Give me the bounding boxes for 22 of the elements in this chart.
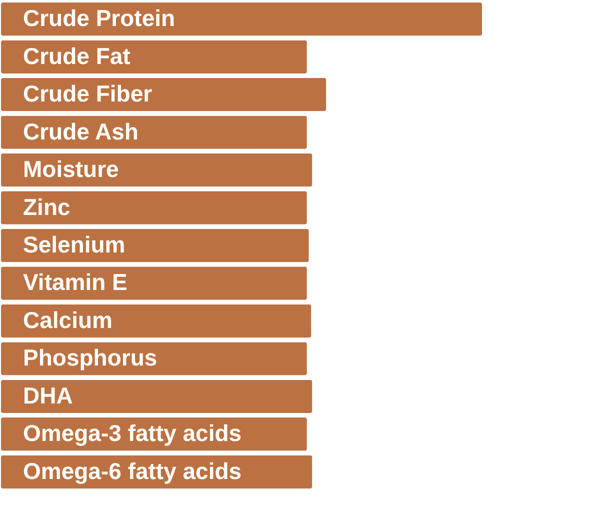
bar: [1, 304, 312, 338]
y-tick-label: Selenium: [23, 232, 126, 258]
y-tick-label: Calcium: [23, 306, 112, 333]
bar: [1, 380, 312, 414]
bar: [1, 191, 307, 224]
y-tick-label: Zinc: [23, 194, 70, 220]
bar: [1, 228, 309, 262]
bar: [1, 40, 307, 74]
bar: [1, 78, 326, 112]
y-tick-label: Omega-3 fatty acids: [23, 420, 242, 446]
y-tick-label: Moisture: [23, 156, 119, 182]
bar: [1, 266, 307, 300]
y-tick-label: Crude Fat: [23, 42, 131, 69]
bar: [1, 2, 482, 36]
y-tick-label: Crude Protein: [23, 5, 176, 32]
y-tick-label: Vitamin E: [23, 269, 128, 296]
y-tick-label: Crude Fiber: [23, 80, 152, 107]
y-tick-label: Phosphorus: [23, 344, 158, 371]
y-tick-label: Crude Ash: [23, 118, 138, 144]
y-tick-label: DHA: [23, 382, 73, 408]
bar: [1, 153, 312, 187]
y-tick-label: Omega-6 fatty acids: [23, 458, 242, 484]
